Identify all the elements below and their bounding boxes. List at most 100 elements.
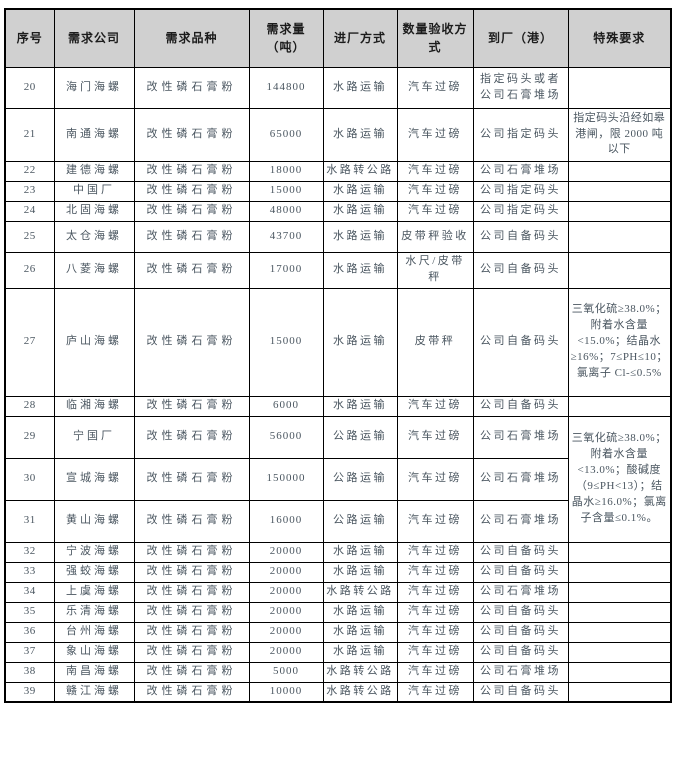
acceptance-cell: 汽车过磅 xyxy=(396,200,474,222)
destination-cell: 公司自备码头 xyxy=(472,681,569,703)
serial-cell: 26 xyxy=(4,251,55,289)
transport-cell: 水路转公路 xyxy=(322,581,398,603)
table-row: 36 台州海螺 改性磷石膏粉 20000 水路运输 汽车过磅 公司自备码头 xyxy=(4,621,672,643)
destination-cell: 公司自备码头 xyxy=(472,621,569,643)
table-row: 25 太仓海螺 改性磷石膏粉 43700 水路运输 皮带秤验收 公司自备码头 xyxy=(4,220,672,253)
product-cell: 改性磷石膏粉 xyxy=(133,621,250,643)
transport-cell: 水路运输 xyxy=(322,287,398,397)
company-cell: 南通海螺 xyxy=(53,107,135,162)
product-cell: 改性磷石膏粉 xyxy=(133,457,250,501)
table-row: 39 赣江海螺 改性磷石膏粉 10000 水路转公路 汽车过磅 公司自备码头 xyxy=(4,681,672,703)
table-row: 28 临湘海螺 改性磷石膏粉 6000 水路运输 汽车过磅 公司自备码头 xyxy=(4,395,672,417)
destination-cell: 公司指定码头 xyxy=(472,107,569,162)
serial-cell: 31 xyxy=(4,499,55,543)
special-cell: 指定码头沿经如皋港闸，限 2000 吨以下 xyxy=(567,107,672,162)
serial-cell: 27 xyxy=(4,287,55,397)
destination-cell: 公司自备码头 xyxy=(472,395,569,417)
acceptance-cell: 皮带秤验收 xyxy=(396,220,474,253)
table-row: 37 象山海螺 改性磷石膏粉 20000 水路运输 汽车过磅 公司自备码头 xyxy=(4,641,672,663)
special-cell xyxy=(567,251,672,289)
table-row: 20 海门海螺 改性磷石膏粉 144800 水路运输 汽车过磅 指定码头或者公司石膏堆场 xyxy=(4,66,672,109)
product-cell: 改性磷石膏粉 xyxy=(133,160,250,182)
header-special: 特殊要求 xyxy=(567,8,672,68)
acceptance-cell: 汽车过磅 xyxy=(396,457,474,501)
serial-cell: 25 xyxy=(4,220,55,253)
company-cell: 宁波海螺 xyxy=(53,541,135,563)
acceptance-cell: 汽车过磅 xyxy=(396,581,474,603)
destination-cell: 公司自备码头 xyxy=(472,220,569,253)
serial-cell: 24 xyxy=(4,200,55,222)
header-company: 需求公司 xyxy=(53,8,135,68)
quantity-cell: 18000 xyxy=(248,160,324,182)
acceptance-cell: 汽车过磅 xyxy=(396,499,474,543)
table-row: 23 中国厂 改性磷石膏粉 15000 水路运输 汽车过磅 公司指定码头 xyxy=(4,180,672,202)
serial-cell: 37 xyxy=(4,641,55,663)
transport-cell: 水路运输 xyxy=(322,641,398,663)
header-row: 序号 需求公司 需求品种 需求量（吨） 进厂方式 数量验收方式 到厂（港） 特殊… xyxy=(4,8,672,68)
destination-cell: 公司自备码头 xyxy=(472,601,569,623)
company-cell: 象山海螺 xyxy=(53,641,135,663)
serial-cell: 23 xyxy=(4,180,55,202)
company-cell: 海门海螺 xyxy=(53,66,135,109)
quantity-cell: 65000 xyxy=(248,107,324,162)
company-cell: 建德海螺 xyxy=(53,160,135,182)
special-cell xyxy=(567,661,672,683)
acceptance-cell: 汽车过磅 xyxy=(396,661,474,683)
table-row: 35 乐清海螺 改性磷石膏粉 20000 水路运输 汽车过磅 公司自备码头 xyxy=(4,601,672,623)
destination-cell: 公司石膏堆场 xyxy=(472,661,569,683)
product-cell: 改性磷石膏粉 xyxy=(133,107,250,162)
transport-cell: 水路运输 xyxy=(322,220,398,253)
destination-cell: 公司自备码头 xyxy=(472,251,569,289)
table-header: 序号 需求公司 需求品种 需求量（吨） 进厂方式 数量验收方式 到厂（港） 特殊… xyxy=(4,8,672,68)
special-cell xyxy=(567,601,672,623)
acceptance-cell: 汽车过磅 xyxy=(396,541,474,563)
quantity-cell: 17000 xyxy=(248,251,324,289)
company-cell: 南昌海螺 xyxy=(53,661,135,683)
table-body: 20 海门海螺 改性磷石膏粉 144800 水路运输 汽车过磅 指定码头或者公司石膏堆场 21… xyxy=(4,66,672,703)
quantity-cell: 6000 xyxy=(248,395,324,417)
table-row: 27 庐山海螺 改性磷石膏粉 15000 水路运输 皮带秤 公司自备码头 三氧化硫≥38.0%… xyxy=(4,287,672,397)
destination-cell: 公司自备码头 xyxy=(472,641,569,663)
serial-cell: 33 xyxy=(4,561,55,583)
transport-cell: 水路运输 xyxy=(322,561,398,583)
serial-cell: 21 xyxy=(4,107,55,162)
special-cell xyxy=(567,160,672,182)
product-cell: 改性磷石膏粉 xyxy=(133,661,250,683)
special-cell xyxy=(567,581,672,603)
company-cell: 赣江海螺 xyxy=(53,681,135,703)
table-row: 31 黄山海螺 改性磷石膏粉 16000 公路运输 汽车过磅 公司石膏堆场 xyxy=(4,499,671,543)
transport-cell: 水路运输 xyxy=(322,541,398,563)
serial-cell: 22 xyxy=(4,160,55,182)
table-row: 29 宁国厂 改性磷石膏粉 56000 公路运输 汽车过磅 公司石膏堆场 三氧化硫≥38.0%… xyxy=(4,415,672,543)
transport-cell: 水路转公路 xyxy=(322,661,398,683)
special-cell xyxy=(567,220,672,253)
transport-cell: 水路运输 xyxy=(322,601,398,623)
transport-cell: 公路运输 xyxy=(322,499,398,543)
demand-table: 序号 需求公司 需求品种 需求量（吨） 进厂方式 数量验收方式 到厂（港） 特殊… xyxy=(4,8,672,703)
quantity-cell: 56000 xyxy=(248,415,324,459)
destination-cell: 公司石膏堆场 xyxy=(472,499,569,543)
company-cell: 庐山海螺 xyxy=(53,287,135,397)
special-cell xyxy=(567,395,672,417)
destination-cell: 公司自备码头 xyxy=(472,541,569,563)
quantity-cell: 20000 xyxy=(248,621,324,643)
company-cell: 上虞海螺 xyxy=(53,581,135,603)
company-cell: 临湘海螺 xyxy=(53,395,135,417)
special-cell xyxy=(567,681,672,703)
destination-cell: 公司自备码头 xyxy=(472,287,569,397)
special-cell xyxy=(567,641,672,663)
quantity-cell: 20000 xyxy=(248,601,324,623)
company-cell: 宁国厂 xyxy=(53,415,135,459)
transport-cell: 水路运输 xyxy=(322,251,398,289)
table-row: 24 北固海螺 改性磷石膏粉 48000 水路运输 汽车过磅 公司指定码头 xyxy=(4,200,672,222)
acceptance-cell: 汽车过磅 xyxy=(396,601,474,623)
header-transport: 进厂方式 xyxy=(322,8,398,68)
acceptance-cell: 皮带秤 xyxy=(396,287,474,397)
product-cell: 改性磷石膏粉 xyxy=(133,395,250,417)
special-cell xyxy=(567,180,672,202)
company-cell: 八菱海螺 xyxy=(53,251,135,289)
destination-cell: 公司石膏堆场 xyxy=(472,415,569,459)
quantity-cell: 15000 xyxy=(248,287,324,397)
company-cell: 乐清海螺 xyxy=(53,601,135,623)
